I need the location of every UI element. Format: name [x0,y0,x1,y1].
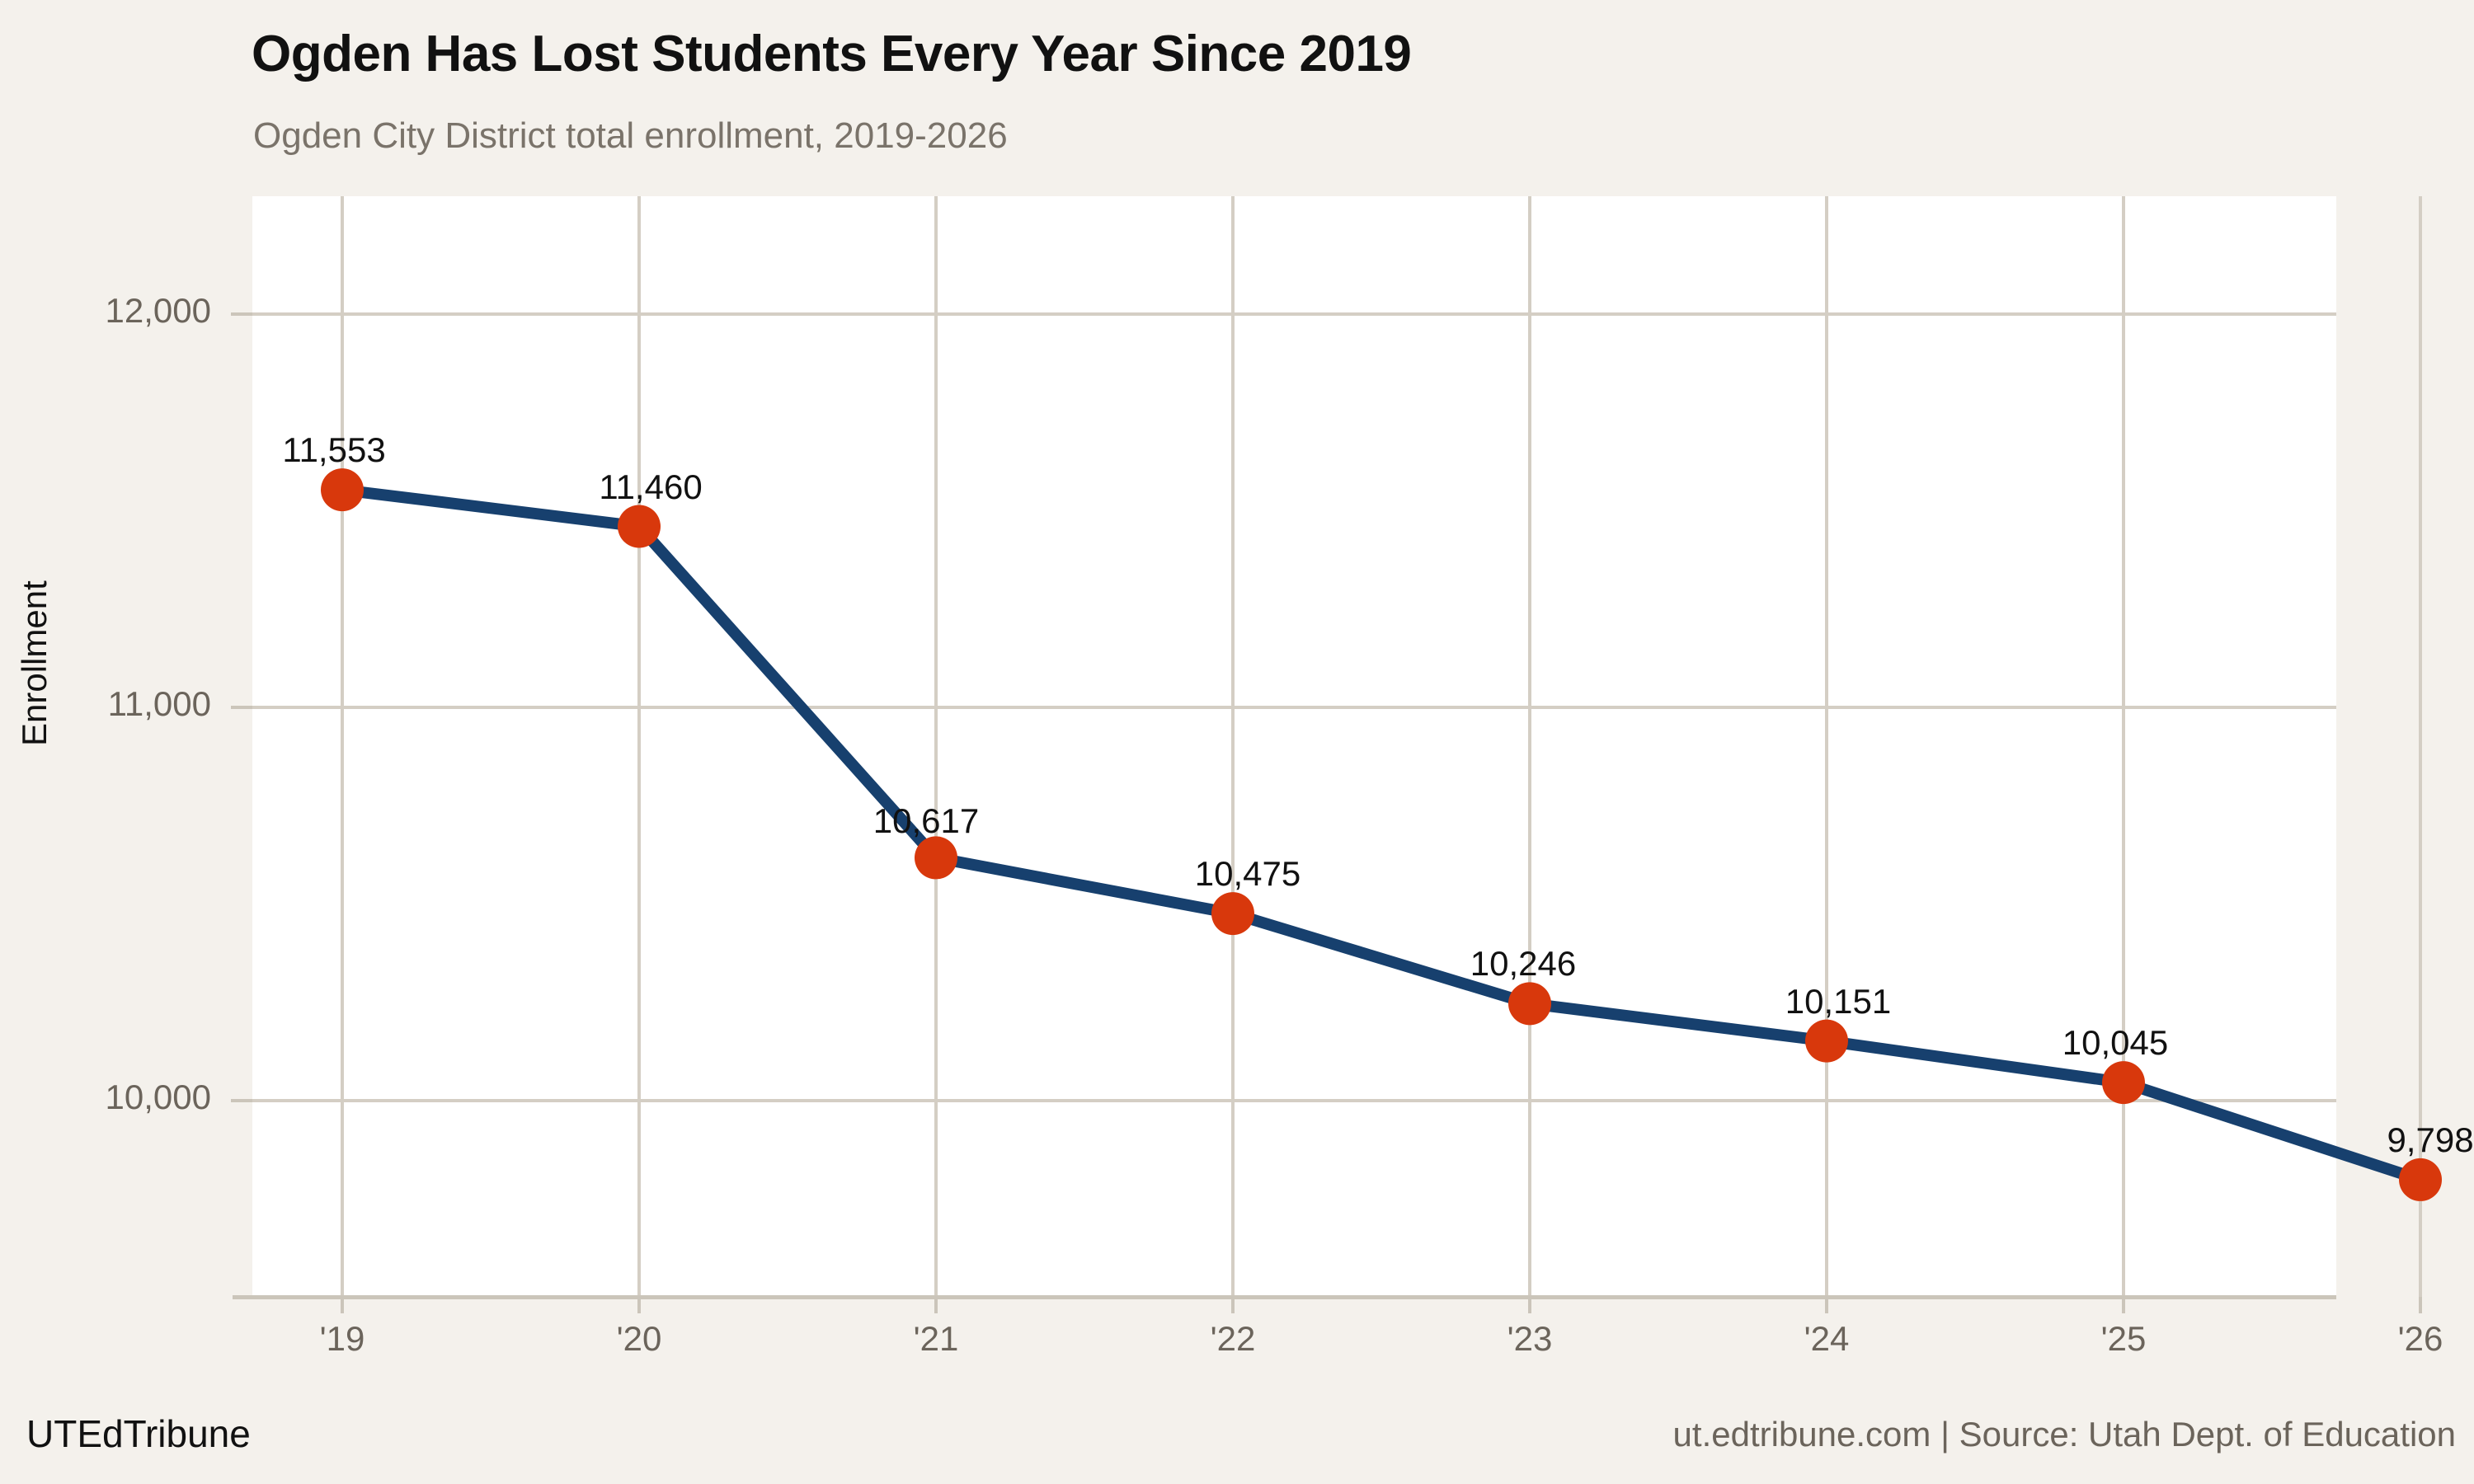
data-point-value-label: 10,246 [1470,944,1577,984]
x-axis-tick-mark [341,1297,344,1313]
gridline-vertical [934,196,938,1297]
data-point-value-label: 9,798 [2387,1120,2474,1159]
gridline-vertical [1528,196,1531,1297]
data-point-value-label: 10,617 [872,801,980,841]
x-axis-tick-mark [2419,1297,2422,1313]
x-axis-tick-label: '19 [319,1319,365,1358]
footer-brand: UTEdTribune [26,1412,251,1455]
plot-area [252,196,2422,1297]
x-axis-line [233,1295,2336,1299]
x-axis-tick-mark [1231,1297,1235,1313]
x-axis-tick-label: '22 [1210,1319,1256,1358]
gridline-vertical [1825,196,1828,1297]
x-axis-tick-label: '23 [1507,1319,1553,1358]
footer-credit: ut.edtribune.com | Source: Utah Dept. of… [1672,1415,2456,1453]
gridline-horizontal [252,312,2336,317]
y-axis-tick-mark [231,705,252,709]
page-title: Ogden Has Lost Students Every Year Since… [252,26,1412,82]
y-axis-title: Enrollment [15,580,54,746]
x-axis-tick-label: '25 [2100,1319,2147,1358]
y-axis-tick-mark [231,312,252,317]
x-axis-tick-label: '20 [616,1319,662,1358]
y-axis-tick-label: 11,000 [107,683,211,723]
data-point-value-label: 10,475 [1194,854,1301,894]
gridline-vertical [2122,196,2125,1297]
page-subtitle: Ogden City District total enrollment, 20… [253,115,1008,156]
y-axis-tick-mark [231,1098,252,1102]
data-point-value-label: 10,045 [2062,1023,2169,1063]
x-axis-tick-mark [2122,1297,2125,1313]
x-axis-tick-mark [1825,1297,1828,1313]
gridline-vertical [637,196,641,1297]
gridline-horizontal [252,1098,2336,1102]
x-axis-tick-mark [637,1297,641,1313]
y-axis-tick-label: 12,000 [105,291,211,331]
gridline-horizontal [252,705,2336,709]
x-axis-tick-mark [1528,1297,1531,1313]
data-point-value-label: 10,151 [1785,981,1892,1021]
gridline-vertical [1231,196,1235,1297]
x-axis-tick-label: '26 [2397,1319,2443,1358]
data-point-value-label: 11,460 [599,467,703,506]
gridline-vertical [341,196,344,1297]
x-axis-tick-label: '24 [1804,1319,1850,1358]
y-axis-tick-label: 10,000 [105,1077,211,1116]
x-axis-tick-mark [934,1297,938,1313]
x-axis-tick-label: '21 [913,1319,959,1358]
data-point-value-label: 11,553 [282,430,386,470]
